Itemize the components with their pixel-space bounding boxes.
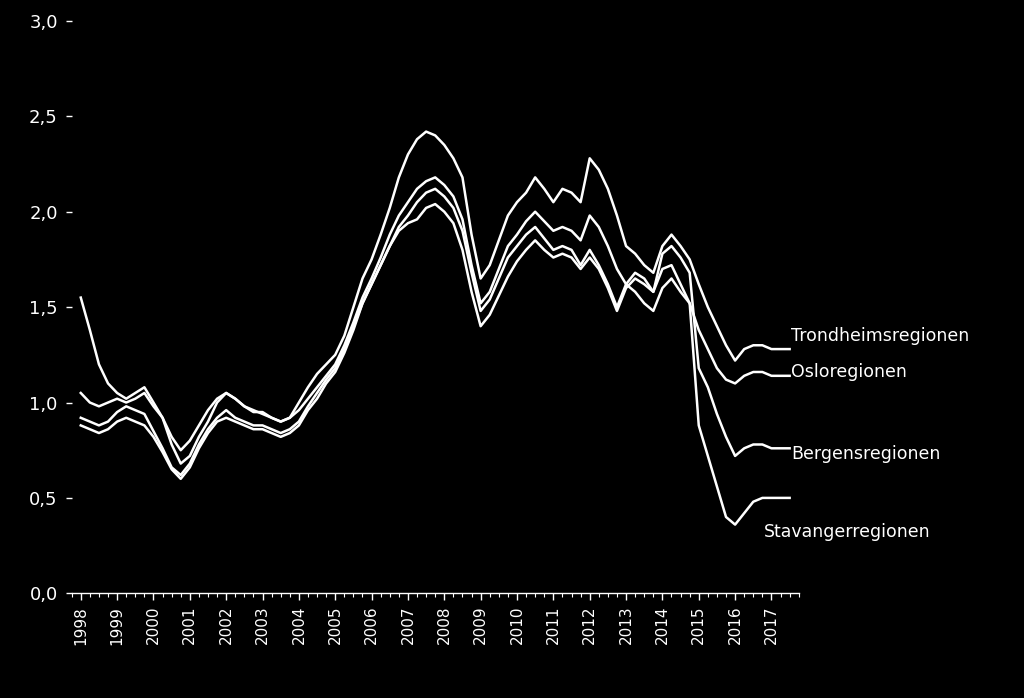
Text: Trondheimsregionen: Trondheimsregionen — [792, 327, 970, 345]
Text: Osloregionen: Osloregionen — [792, 363, 907, 381]
Text: Stavangerregionen: Stavangerregionen — [764, 524, 931, 541]
Text: Bergensregionen: Bergensregionen — [792, 445, 941, 463]
